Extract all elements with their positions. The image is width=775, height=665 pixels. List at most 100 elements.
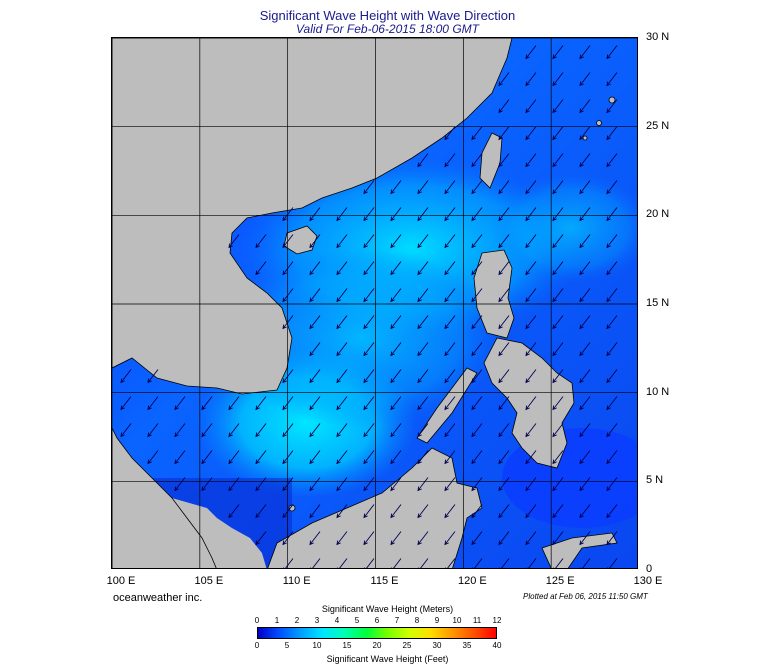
wave-arrow xyxy=(309,288,321,303)
wave-arrow xyxy=(282,396,294,411)
wave-arrow xyxy=(471,477,483,492)
wave-arrow xyxy=(498,153,510,168)
wave-arrow xyxy=(579,207,591,222)
wave-arrow xyxy=(309,396,321,411)
wave-arrow xyxy=(498,477,510,492)
wave-arrow xyxy=(228,234,240,249)
wave-arrow xyxy=(363,450,375,465)
wave-arrow xyxy=(606,423,618,438)
wave-arrow xyxy=(525,72,537,87)
wave-arrow xyxy=(363,531,375,546)
wave-arrow xyxy=(498,342,510,357)
wave-arrow xyxy=(363,207,375,222)
wave-arrow xyxy=(417,396,429,411)
colorbar-title-meters: Significant Wave Height (Meters) xyxy=(321,604,454,614)
wave-arrow xyxy=(498,261,510,276)
wave-arrow xyxy=(580,558,591,568)
wave-arrow xyxy=(606,153,618,168)
latitude-label: 10 N xyxy=(646,385,670,398)
wave-arrow xyxy=(471,504,483,519)
wave-arrow xyxy=(444,369,456,384)
wave-arrow xyxy=(552,288,564,303)
wave-arrow xyxy=(525,126,537,141)
wave-arrow xyxy=(309,423,321,438)
wave-arrow xyxy=(444,153,456,168)
wave-arrow xyxy=(525,477,537,492)
longitude-label: 115 E xyxy=(370,575,399,587)
wave-arrow xyxy=(471,315,483,330)
wave-arrow xyxy=(552,396,564,411)
wave-arrow xyxy=(444,315,456,330)
wave-arrow xyxy=(255,450,267,465)
wave-arrow xyxy=(444,207,456,222)
wave-arrow xyxy=(525,504,537,519)
colorbar-meter-tick: 9 xyxy=(434,616,440,625)
wave-arrow xyxy=(471,261,483,276)
wave-arrow xyxy=(471,369,483,384)
longitude-label: 105 E xyxy=(194,575,224,587)
malay-peninsula xyxy=(112,427,217,568)
valid-time: Valid For Feb-06-2015 18:00 GMT xyxy=(296,22,479,36)
wave-arrow xyxy=(417,504,429,519)
wave-arrow xyxy=(525,180,537,195)
wave-arrow xyxy=(552,207,564,222)
wave-arrow xyxy=(282,207,294,222)
colorbar-meter-tick: 10 xyxy=(452,616,462,625)
wave-arrow xyxy=(444,477,456,492)
wave-arrow xyxy=(606,288,618,303)
wave-arrow xyxy=(390,531,402,546)
wave-arrow xyxy=(282,477,294,492)
wave-arrow xyxy=(444,126,456,141)
wave-arrow xyxy=(471,342,483,357)
wave-arrow xyxy=(579,288,591,303)
wave-arrow xyxy=(228,396,240,411)
wave-arrow xyxy=(417,234,429,249)
colorbar-feet-tick: 0 xyxy=(254,641,260,650)
latitude-label: 5 N xyxy=(646,474,664,487)
wave-arrow xyxy=(390,342,402,357)
wave-arrow xyxy=(498,207,510,222)
wave-arrow xyxy=(309,342,321,357)
plotted-time: Plotted at Feb 06, 2015 11:50 GMT xyxy=(523,592,648,601)
wave-arrow xyxy=(498,369,510,384)
wave-arrow xyxy=(147,450,159,465)
wave-arrow xyxy=(472,558,483,568)
wave-arrow xyxy=(310,558,321,568)
wave-arrow xyxy=(255,531,267,546)
wave-arrow xyxy=(606,369,618,384)
wave-arrow xyxy=(552,477,564,492)
wave-arrow xyxy=(120,369,132,384)
wave-arrow xyxy=(606,180,618,195)
wave-arrow xyxy=(525,234,537,249)
wave-arrow xyxy=(363,369,375,384)
wave-arrow xyxy=(552,504,564,519)
wave-arrow xyxy=(363,180,375,195)
wave-arrow xyxy=(337,558,348,568)
wave-arrow xyxy=(228,450,240,465)
wave-arrow xyxy=(579,504,591,519)
wave-arrow xyxy=(417,423,429,438)
wave-arrow xyxy=(498,180,510,195)
wave-arrow xyxy=(309,234,321,249)
colorbar-feet-tick: 35 xyxy=(462,641,472,650)
map-title: Significant Wave Height with Wave Direct… xyxy=(259,8,516,23)
wave-arrow xyxy=(471,423,483,438)
wave-arrow xyxy=(255,261,267,276)
colorbar-feet-tick: 15 xyxy=(342,641,352,650)
wave-arrow xyxy=(336,531,348,546)
wave-arrow xyxy=(471,180,483,195)
map-svg xyxy=(112,38,637,568)
wave-arrow xyxy=(471,288,483,303)
wave-arrow xyxy=(228,423,240,438)
colorbar xyxy=(257,627,497,639)
wave-arrow xyxy=(391,558,402,568)
latitude-label: 0 xyxy=(646,563,653,575)
wave-arrow xyxy=(174,423,186,438)
colorbar-title-feet: Significant Wave Height (Feet) xyxy=(326,654,449,664)
longitude-label: 110 E xyxy=(282,575,311,587)
wave-arrow xyxy=(579,180,591,195)
wave-arrow xyxy=(444,423,456,438)
wave-arrow xyxy=(309,315,321,330)
wave-arrow xyxy=(606,126,618,141)
longitude-label: 130 E xyxy=(633,575,663,587)
